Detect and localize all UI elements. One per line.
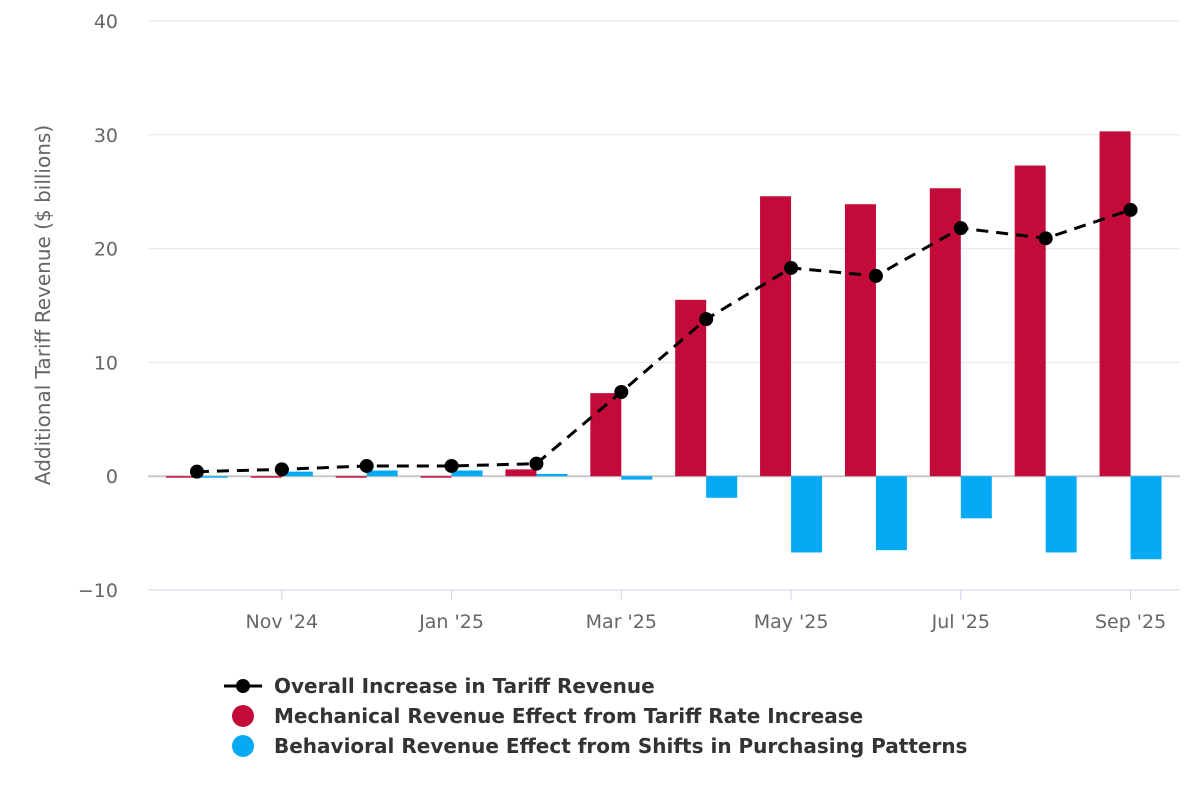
overall-point bbox=[614, 384, 629, 399]
overall-point bbox=[953, 221, 968, 236]
legend-label: Behavioral Revenue Effect from Shifts in… bbox=[274, 734, 967, 758]
y-tick-label: 10 bbox=[94, 352, 118, 374]
mechanical-bar bbox=[420, 476, 452, 478]
overall-point bbox=[359, 458, 374, 473]
behavioral-bar bbox=[1045, 476, 1077, 553]
x-tick-label: Sep '25 bbox=[1095, 611, 1166, 633]
legend-behavioral-symbol bbox=[232, 735, 254, 757]
overall-point bbox=[529, 456, 544, 471]
mechanical-bar bbox=[505, 469, 537, 477]
x-tick-label: Jan '25 bbox=[418, 611, 484, 633]
y-axis-ticks: −10 0 10 20 30 40 bbox=[78, 11, 118, 602]
legend: Overall Increase in Tariff Revenue Mechan… bbox=[224, 674, 967, 758]
behavioral-bar bbox=[281, 471, 313, 477]
behavioral-bar bbox=[196, 476, 228, 478]
mechanical-bar bbox=[165, 476, 197, 478]
overall-line-path bbox=[196, 208, 1132, 474]
legend-point-symbol bbox=[236, 679, 250, 693]
behavioral-bar bbox=[621, 476, 653, 480]
mechanical-bar bbox=[675, 299, 707, 477]
x-tick-label: Nov '24 bbox=[246, 611, 319, 633]
y-tick-label: 40 bbox=[94, 11, 118, 33]
mechanical-bar bbox=[1014, 165, 1046, 477]
behavioral-bar bbox=[536, 473, 568, 477]
overall-point bbox=[444, 458, 459, 473]
behavioral-bar bbox=[1130, 476, 1162, 560]
x-tick-label: May '25 bbox=[754, 611, 829, 633]
legend-label: Mechanical Revenue Effect from Tariff Ra… bbox=[274, 704, 863, 728]
overall-point bbox=[868, 268, 883, 283]
mechanical-bar bbox=[760, 196, 792, 477]
y-tick-label: 0 bbox=[106, 466, 118, 488]
overall-point bbox=[1038, 231, 1053, 246]
overall-point bbox=[1123, 202, 1138, 217]
y-tick-label: 20 bbox=[94, 239, 118, 261]
behavioral-bar bbox=[451, 470, 483, 477]
behavioral-bar bbox=[960, 476, 992, 519]
x-tick-label: Mar '25 bbox=[586, 611, 657, 633]
behavioral-bar bbox=[366, 470, 398, 477]
x-axis-ticks: Nov '24 Jan '25 Mar '25 May '25 Jul '25 Sep '… bbox=[246, 590, 1166, 633]
overall-line bbox=[189, 202, 1138, 479]
mechanical-bar bbox=[844, 204, 876, 477]
behavioral-bar bbox=[706, 476, 738, 498]
x-tick-label: Jul '25 bbox=[931, 611, 990, 633]
overall-point bbox=[189, 464, 204, 479]
overall-point bbox=[274, 462, 289, 477]
overall-point bbox=[784, 260, 799, 275]
mechanical-bar bbox=[250, 476, 282, 478]
behavioral-bar bbox=[875, 476, 907, 551]
mechanical-bar bbox=[335, 476, 367, 478]
overall-point bbox=[699, 312, 714, 327]
behavioral-bar bbox=[791, 476, 823, 553]
gridlines bbox=[148, 20, 1180, 591]
legend-label: Overall Increase in Tariff Revenue bbox=[274, 674, 655, 698]
y-axis-label: Additional Tariff Revenue ($ billions) bbox=[31, 125, 55, 485]
y-tick-label: 30 bbox=[94, 125, 118, 147]
bars bbox=[165, 131, 1162, 560]
legend-mechanical-symbol bbox=[232, 705, 254, 727]
mechanical-bar bbox=[1099, 131, 1131, 477]
y-tick-label: −10 bbox=[78, 580, 118, 602]
